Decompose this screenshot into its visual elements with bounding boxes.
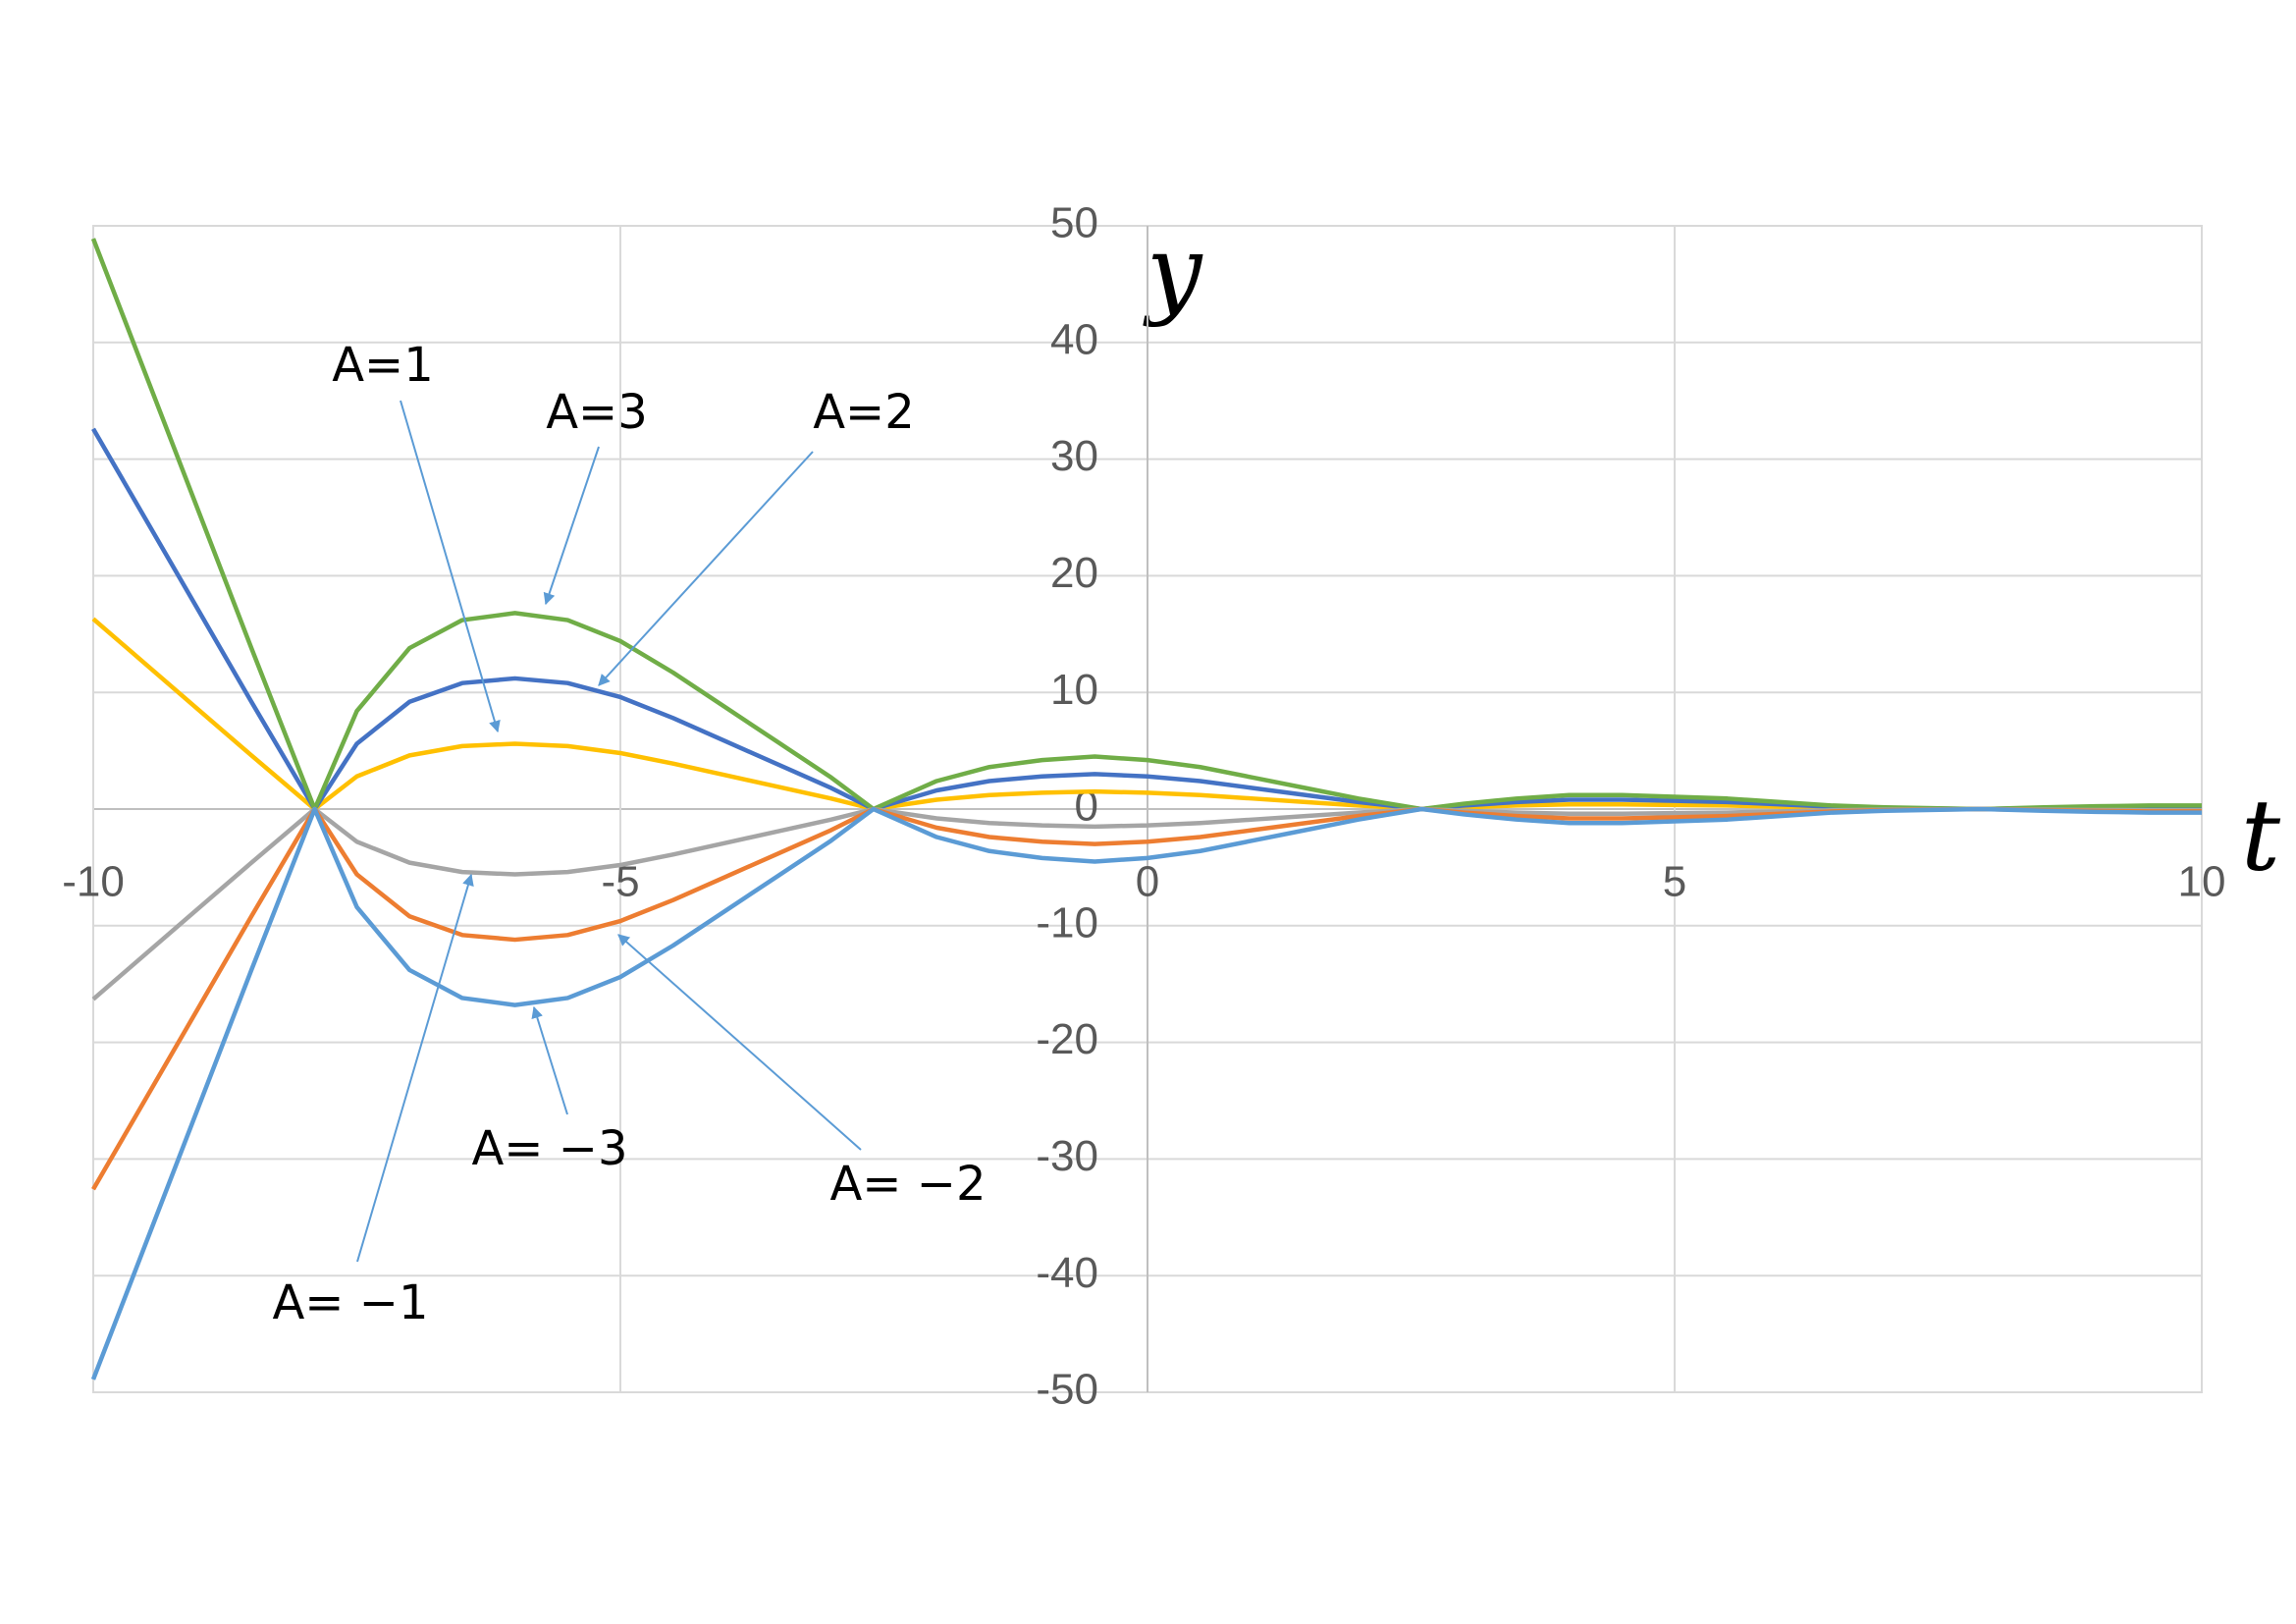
y-tick-label: -40: [1036, 1249, 1098, 1297]
x-axis-title: t: [2241, 779, 2281, 893]
y-axis-title: y: [1143, 214, 1203, 329]
annotation: A= −2: [829, 1157, 986, 1212]
y-tick-label: -30: [1036, 1132, 1098, 1180]
annotation-arrow: [598, 451, 814, 686]
annotation-arrow: [400, 400, 501, 733]
annotation: A= −3: [471, 1121, 627, 1176]
y-tick-label: 40: [1050, 315, 1098, 363]
annotation: A= −1: [272, 1275, 428, 1330]
series-line: [90, 806, 2202, 1380]
y-tick-label: 20: [1050, 549, 1098, 597]
x-tick-label: 10: [2178, 858, 2226, 906]
annotation-arrow: [356, 873, 474, 1263]
x-tick-label: 5: [1663, 858, 1686, 906]
y-tick-label: -50: [1036, 1366, 1098, 1414]
annotation: A=1: [332, 338, 434, 393]
series-line: [90, 238, 2202, 812]
x-tick-label: -10: [62, 858, 125, 906]
annotation: A=3: [546, 385, 648, 440]
annotation-arrow: [531, 1005, 568, 1115]
y-tick-label: -20: [1036, 1015, 1098, 1063]
x-tick-label: 0: [1136, 858, 1159, 906]
y-tick-label: -10: [1036, 898, 1098, 947]
y-tick-label: 30: [1050, 432, 1098, 480]
annotation-arrow: [543, 446, 600, 606]
y-tick-label: 50: [1050, 199, 1098, 247]
annotation-arrow: [617, 934, 862, 1151]
y-tick-label: 10: [1050, 666, 1098, 714]
annotation: A=2: [813, 385, 915, 440]
